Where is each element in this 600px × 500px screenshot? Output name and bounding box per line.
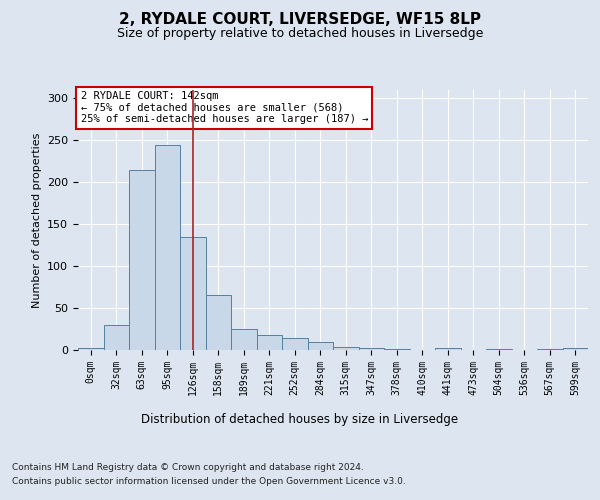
- Bar: [282, 338, 308, 350]
- Y-axis label: Number of detached properties: Number of detached properties: [32, 132, 41, 308]
- Bar: [231, 329, 257, 350]
- Bar: [308, 342, 333, 350]
- Text: 2 RYDALE COURT: 142sqm
← 75% of detached houses are smaller (568)
25% of semi-de: 2 RYDALE COURT: 142sqm ← 75% of detached…: [80, 92, 368, 124]
- Bar: [205, 296, 231, 350]
- Bar: [384, 349, 409, 350]
- Bar: [359, 348, 384, 350]
- Bar: [537, 349, 563, 350]
- Bar: [129, 170, 155, 350]
- Bar: [333, 348, 359, 350]
- Text: Contains HM Land Registry data © Crown copyright and database right 2024.: Contains HM Land Registry data © Crown c…: [12, 462, 364, 471]
- Text: Contains public sector information licensed under the Open Government Licence v3: Contains public sector information licen…: [12, 478, 406, 486]
- Text: Distribution of detached houses by size in Liversedge: Distribution of detached houses by size …: [142, 412, 458, 426]
- Bar: [155, 144, 180, 350]
- Text: 2, RYDALE COURT, LIVERSEDGE, WF15 8LP: 2, RYDALE COURT, LIVERSEDGE, WF15 8LP: [119, 12, 481, 28]
- Bar: [104, 325, 129, 350]
- Bar: [257, 335, 282, 350]
- Bar: [180, 237, 205, 350]
- Bar: [486, 349, 511, 350]
- Bar: [435, 348, 461, 350]
- Bar: [78, 348, 104, 350]
- Text: Size of property relative to detached houses in Liversedge: Size of property relative to detached ho…: [117, 28, 483, 40]
- Bar: [563, 348, 588, 350]
